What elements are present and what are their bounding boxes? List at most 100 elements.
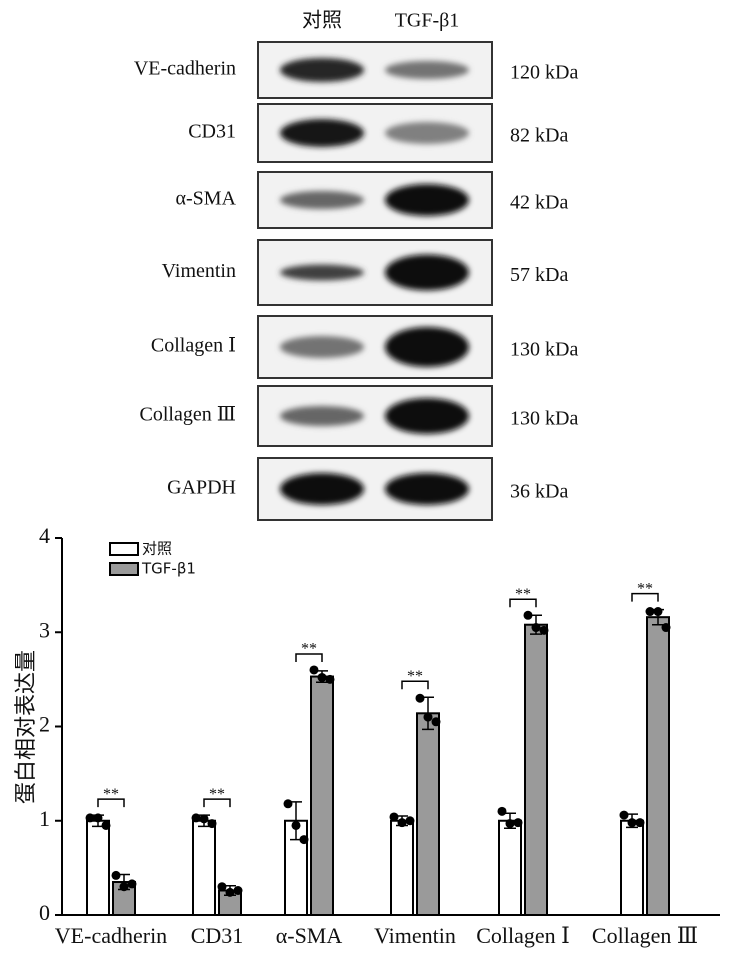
significance-bracket: [203, 798, 231, 808]
blot-band: [280, 406, 364, 426]
data-point: [191, 813, 201, 823]
data-point: [405, 816, 415, 826]
blot-band: [385, 473, 469, 505]
blot-band: [385, 61, 469, 79]
bar: [390, 819, 414, 916]
legend-swatch: [109, 562, 139, 576]
blot-band: [280, 473, 364, 505]
data-point: [423, 712, 433, 722]
blot-band: [385, 184, 469, 216]
data-point: [389, 812, 399, 822]
data-point: [93, 813, 103, 823]
blot-band: [280, 58, 364, 82]
protein-label: GAPDH: [167, 477, 236, 499]
blot-band: [385, 327, 469, 367]
x-tick-label: Vimentin: [374, 923, 456, 948]
x-tick-label: Collagen Ⅰ: [476, 923, 570, 948]
lane-label: 对照: [302, 9, 342, 32]
data-point: [291, 820, 301, 830]
bar: [646, 616, 670, 916]
significance-label: **: [407, 668, 423, 685]
legend-swatch: [109, 542, 139, 556]
protein-label: Vimentin: [162, 260, 236, 282]
x-tick-label: VE-cadherin: [55, 923, 167, 948]
data-point: [217, 882, 227, 892]
data-point: [397, 818, 407, 828]
data-point: [531, 623, 541, 633]
blot-band: [280, 264, 364, 281]
data-point: [513, 818, 523, 828]
data-point: [199, 814, 209, 824]
blot-band: [385, 398, 469, 434]
significance-bracket: [295, 653, 323, 662]
blot-band: [385, 254, 469, 291]
data-point: [627, 818, 637, 828]
size-label: 130 kDa: [510, 339, 578, 361]
data-point: [497, 806, 507, 816]
y-tick-label: 2: [39, 712, 50, 737]
blot-band: [280, 119, 364, 147]
significance-bracket: [509, 598, 537, 608]
bar: [192, 819, 216, 916]
data-point: [653, 607, 663, 617]
size-label: 42 kDa: [510, 192, 568, 214]
significance-bracket: [631, 592, 659, 602]
data-point: [431, 717, 441, 727]
blot-band: [280, 336, 364, 358]
legend-label: TGF-β1: [141, 560, 196, 578]
protein-label: Collagen Ⅰ: [151, 335, 236, 357]
size-label: 57 kDa: [510, 264, 568, 286]
data-point: [119, 882, 129, 892]
significance-label: **: [103, 786, 119, 803]
data-point: [325, 674, 335, 684]
data-point: [233, 885, 243, 895]
data-point: [283, 799, 293, 809]
data-point: [523, 610, 533, 620]
bar: [620, 819, 644, 916]
blot-band: [385, 122, 469, 144]
data-point: [645, 607, 655, 617]
blot-band: [280, 191, 364, 209]
x-tick-label: Collagen Ⅲ: [592, 923, 698, 948]
y-tick-label: 3: [39, 617, 50, 642]
size-label: 120 kDa: [510, 62, 578, 84]
protein-label: VE-cadherin: [134, 58, 236, 80]
y-tick-label: 0: [39, 900, 50, 925]
data-point: [299, 835, 309, 845]
protein-label: α-SMA: [176, 188, 237, 210]
bar: [86, 819, 110, 916]
y-tick-label: 4: [39, 523, 50, 548]
size-label: 130 kDa: [510, 408, 578, 430]
lane-label: TGF-β1: [395, 10, 460, 32]
protein-label: CD31: [188, 121, 236, 143]
data-point: [635, 818, 645, 828]
bar: [524, 623, 548, 917]
significance-label: **: [637, 580, 653, 597]
data-point: [207, 819, 217, 829]
data-point: [539, 625, 549, 635]
data-point: [661, 623, 671, 633]
data-point: [619, 810, 629, 820]
data-point: [317, 672, 327, 682]
x-tick-label: CD31: [191, 923, 244, 948]
size-label: 36 kDa: [510, 481, 568, 503]
data-point: [85, 813, 95, 823]
significance-bracket: [97, 798, 125, 808]
y-tick-label: 1: [39, 806, 50, 831]
legend-label: 对照: [142, 540, 172, 558]
size-label: 82 kDa: [510, 125, 568, 147]
significance-label: **: [301, 641, 317, 658]
bar: [310, 675, 334, 916]
protein-label: Collagen Ⅲ: [140, 404, 237, 426]
data-point: [415, 693, 425, 703]
data-point: [127, 879, 137, 889]
data-point: [225, 887, 235, 897]
bar: [416, 712, 440, 916]
significance-label: **: [209, 786, 225, 803]
x-tick-label: α-SMA: [276, 923, 343, 948]
significance-label: **: [515, 586, 531, 603]
bar: [498, 819, 522, 916]
significance-bracket: [401, 680, 429, 690]
data-point: [101, 820, 111, 830]
